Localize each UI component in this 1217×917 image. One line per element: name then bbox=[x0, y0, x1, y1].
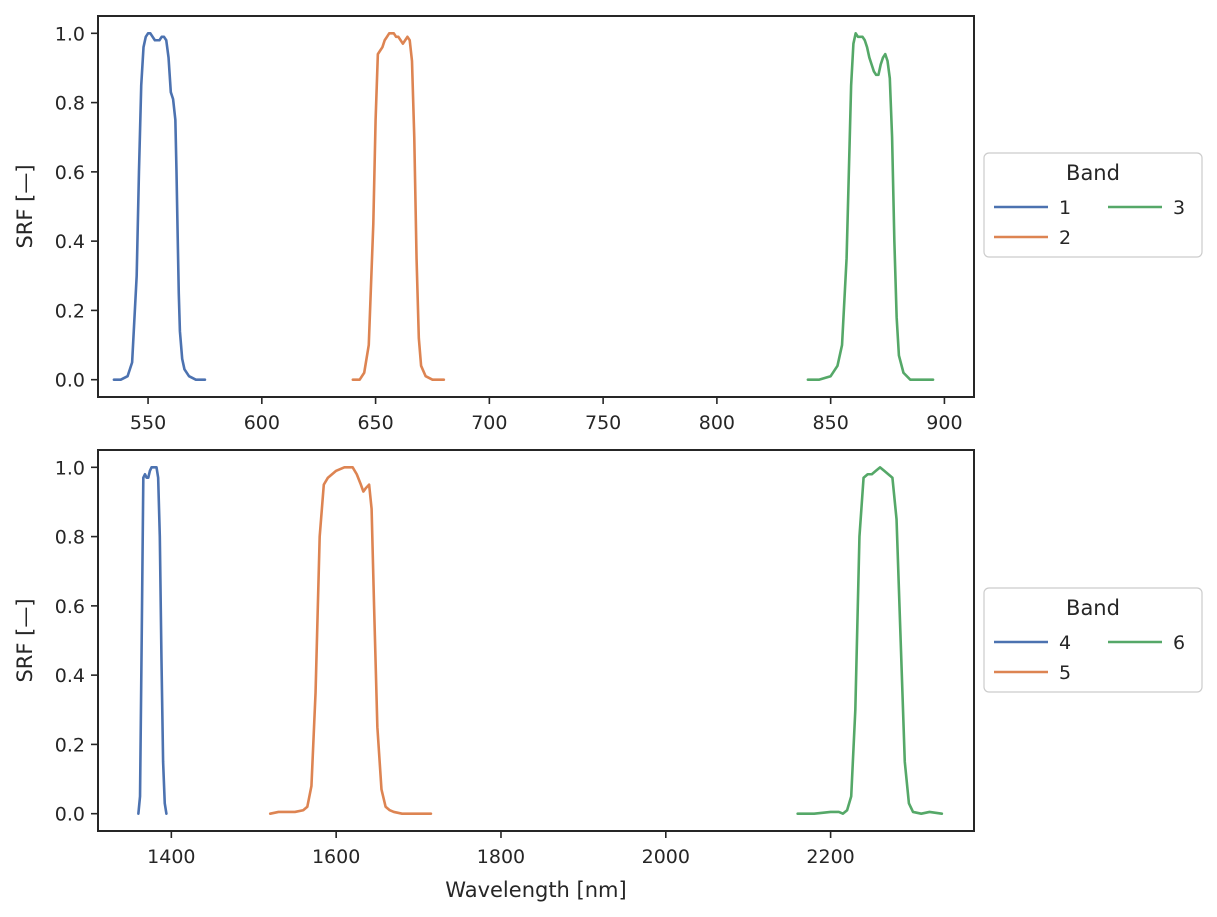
x-tick-label: 900 bbox=[926, 412, 962, 434]
series-line-band-3 bbox=[806, 32, 935, 381]
legend-title: Band bbox=[1066, 161, 1120, 185]
x-tick-label: 2200 bbox=[806, 846, 854, 868]
legend-label-band-3: 3 bbox=[1173, 197, 1185, 219]
y-tick-label: 0.2 bbox=[55, 300, 85, 322]
x-tick-label: 700 bbox=[471, 412, 507, 434]
y-axis-label: SRF [—] bbox=[13, 598, 37, 682]
legend-label-band-1: 1 bbox=[1059, 197, 1071, 219]
plot-frame bbox=[97, 449, 975, 832]
legend: Band 1 2 3 bbox=[983, 152, 1203, 258]
y-tick-label: 0.0 bbox=[55, 804, 85, 826]
y-tick-label: 0.4 bbox=[55, 231, 85, 253]
x-tick-label: 850 bbox=[813, 412, 849, 434]
y-tick-label: 1.0 bbox=[55, 23, 85, 45]
legend-label-band-5: 5 bbox=[1059, 662, 1071, 684]
y-tick-label: 0.4 bbox=[55, 665, 85, 687]
y-tick-label: 0.8 bbox=[55, 93, 85, 115]
legend-label-band-6: 6 bbox=[1173, 632, 1185, 654]
x-tick-label: 550 bbox=[130, 412, 166, 434]
x-tick-label: 1400 bbox=[147, 846, 195, 868]
y-tick-label: 0.8 bbox=[55, 527, 85, 549]
legend-title: Band bbox=[1066, 596, 1120, 620]
x-tick-label: 2000 bbox=[642, 846, 690, 868]
x-tick-label: 750 bbox=[585, 412, 621, 434]
series-line-band-4 bbox=[137, 466, 168, 815]
legend-box bbox=[983, 587, 1203, 693]
y-axis-label: SRF [—] bbox=[13, 164, 37, 248]
plot-frame bbox=[97, 15, 975, 398]
legend-label-band-2: 2 bbox=[1059, 227, 1071, 249]
y-tick-label: 0.2 bbox=[55, 734, 85, 756]
legend-box bbox=[983, 152, 1203, 258]
series-line-band-1 bbox=[112, 32, 207, 381]
x-tick-label: 800 bbox=[699, 412, 735, 434]
chart-panel-2: 1400 1600 1800 2000 2200 0.0 0.2 0.4 0.6 0.8 1.0 SR… bbox=[13, 449, 1203, 902]
x-axis-label: Wavelength [nm] bbox=[445, 878, 626, 902]
series-line-band-6 bbox=[796, 466, 944, 815]
y-tick-label: 0.0 bbox=[55, 370, 85, 392]
x-tick-label: 650 bbox=[357, 412, 393, 434]
x-tick-label: 600 bbox=[244, 412, 280, 434]
series-line-band-5 bbox=[268, 466, 433, 815]
legend: Band 4 5 6 bbox=[983, 587, 1203, 693]
legend-label-band-4: 4 bbox=[1059, 632, 1071, 654]
y-tick-label: 0.6 bbox=[55, 596, 85, 618]
x-tick-label: 1600 bbox=[312, 846, 360, 868]
y-tick-label: 0.6 bbox=[55, 162, 85, 184]
series-line-band-2 bbox=[351, 32, 446, 381]
x-tick-label: 1800 bbox=[477, 846, 525, 868]
y-tick-label: 1.0 bbox=[55, 457, 85, 479]
chart-panel-1: 550 600 650 700 750 800 850 900 0.0 0.2 0.4 0.6 0.8 1… bbox=[13, 15, 1203, 434]
